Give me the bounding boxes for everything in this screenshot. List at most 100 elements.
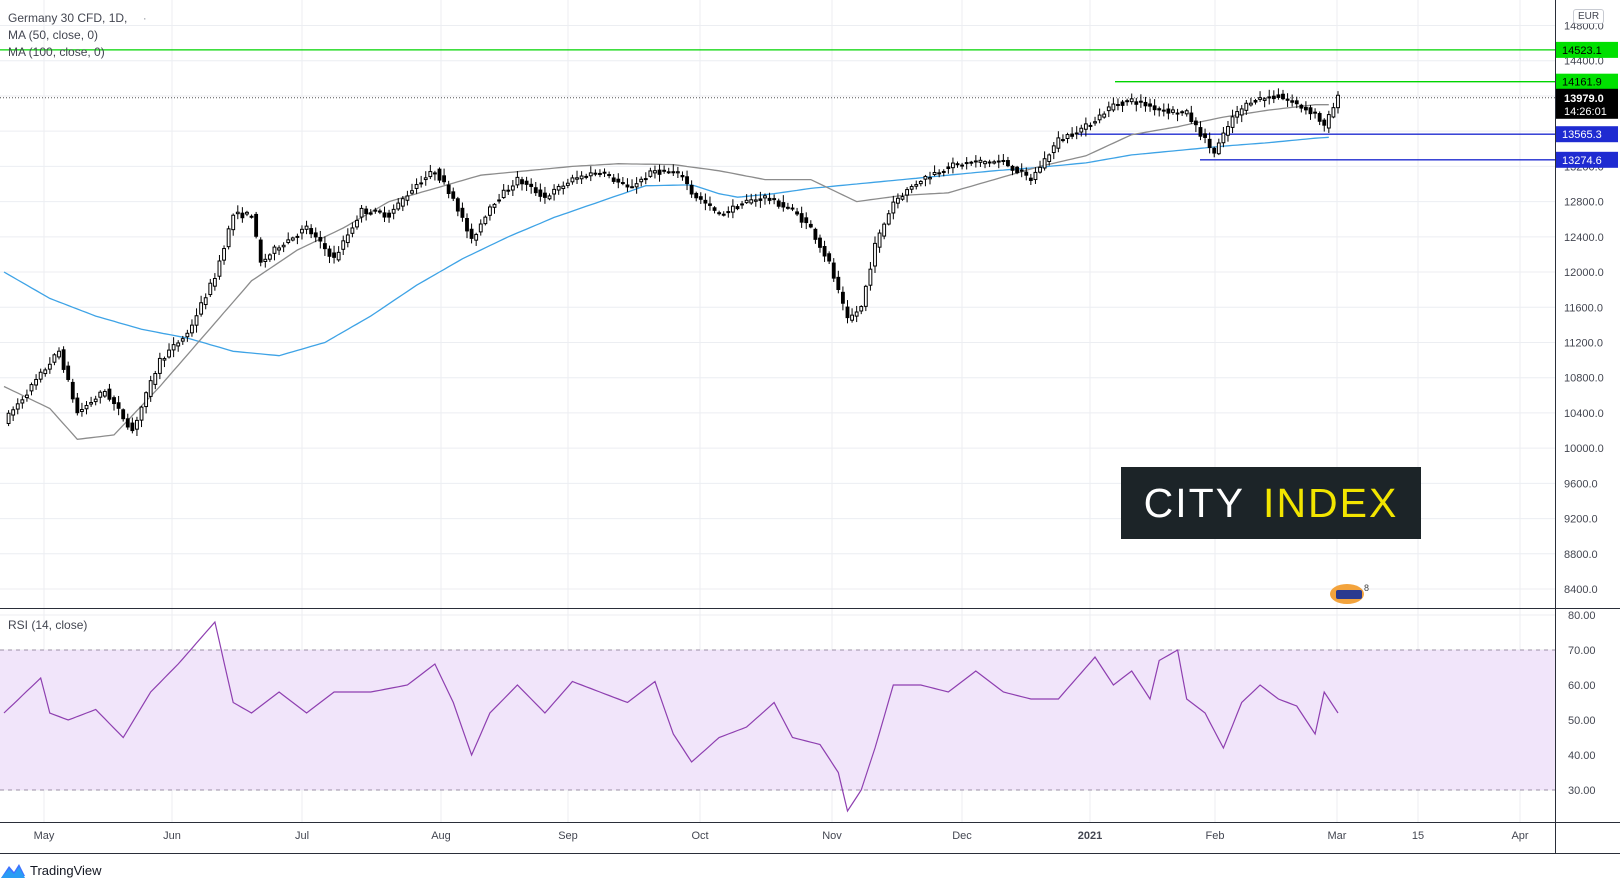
candle-body (767, 197, 772, 201)
candle-body (611, 177, 616, 182)
rsi-tick-label: 40.00 (1568, 750, 1596, 762)
candle-body (648, 170, 653, 177)
candle-body (1207, 138, 1212, 149)
price-tick-label: 12000.0 (1564, 267, 1604, 279)
candle-body (455, 198, 460, 212)
candle-body (675, 171, 680, 174)
candle-body (290, 237, 295, 241)
candle-body (579, 175, 584, 180)
candle-body (387, 212, 391, 218)
candle-body (497, 199, 502, 202)
candle-body (689, 184, 694, 195)
candle-body (877, 232, 882, 248)
candle-body (1308, 107, 1313, 115)
candle-body (863, 285, 868, 307)
tradingview-brand[interactable]: TradingView (0, 858, 102, 882)
candle-body (1028, 177, 1033, 181)
candle-body (1299, 104, 1304, 109)
candle-body (1074, 132, 1079, 135)
candle-body (1051, 145, 1056, 154)
rsi-legend[interactable]: RSI (14, close) (8, 618, 88, 632)
city-index-watermark: CITY INDEX (1121, 467, 1421, 539)
candle-body (1253, 99, 1258, 103)
candle-body (1093, 121, 1097, 124)
candlesticks (6, 88, 1340, 437)
candle-body (1088, 124, 1093, 127)
candle-body (38, 371, 43, 380)
candle-body (524, 180, 529, 185)
candle-body (533, 187, 538, 194)
candle-body (685, 176, 689, 185)
candle-body (341, 240, 346, 250)
candle-body (964, 162, 969, 165)
candle-body (1047, 154, 1052, 163)
candle-body (171, 344, 176, 351)
candle-body (414, 184, 419, 189)
symbol-title: Germany 30 CFD, 1D, (8, 11, 128, 25)
candle-body (1198, 127, 1203, 137)
candle-body (286, 239, 291, 243)
candle-body (442, 175, 447, 183)
candle-body (836, 276, 841, 291)
candle-body (1006, 160, 1010, 167)
candle-body (1303, 106, 1308, 111)
level-price-tag (1556, 73, 1618, 90)
level-price-label: 14161.9 (1562, 77, 1602, 89)
candle-body (639, 178, 644, 183)
candle-body (1129, 98, 1134, 103)
candle-body (258, 239, 263, 263)
candle-body (749, 199, 754, 204)
candle-body (520, 179, 524, 185)
candle-body (895, 197, 900, 204)
candle-body (758, 198, 763, 201)
candle-body (804, 217, 809, 224)
candle-body (607, 174, 612, 177)
level-price-label: 14523.1 (1562, 45, 1602, 57)
candle-body (66, 365, 71, 380)
candle-body (1015, 166, 1020, 174)
candle-body (616, 178, 621, 183)
candle-body (543, 192, 547, 198)
candle-body (1138, 100, 1143, 103)
candle-body (47, 363, 52, 370)
candle-body (781, 202, 786, 208)
ma50-legend[interactable]: MA (50, close, 0) (8, 28, 99, 42)
brand-name: TradingView (30, 862, 102, 878)
svg-text:8: 8 (1364, 583, 1369, 593)
level-price-label: 13565.3 (1562, 129, 1602, 141)
candle-body (446, 184, 451, 194)
candle-body (1001, 159, 1006, 162)
rsi-tick-label: 60.00 (1568, 680, 1596, 692)
candle-body (382, 212, 387, 218)
price-tick-label: 11200.0 (1564, 337, 1603, 349)
ma100-legend[interactable]: MA (100, close, 0) (8, 45, 105, 59)
candle-body (1111, 103, 1116, 111)
candle-body (882, 223, 887, 237)
candle-body (304, 225, 309, 230)
candle-body (1033, 171, 1038, 181)
candle-body (1216, 142, 1221, 155)
candle-body (1175, 112, 1180, 115)
candle-body (575, 177, 579, 180)
candle-body (460, 207, 465, 218)
candle-body (987, 161, 992, 164)
candle-body (437, 168, 442, 181)
candle-body (1226, 126, 1230, 136)
candle-body (790, 207, 795, 210)
legend-dots-icon[interactable]: · (142, 11, 147, 25)
candle-body (391, 208, 396, 214)
candle-body (400, 198, 405, 207)
candle-body (570, 177, 575, 183)
candle-body (712, 207, 717, 211)
candle-body (1042, 158, 1047, 169)
candle-body (1336, 94, 1340, 109)
time-tick-label: Mar (1328, 830, 1347, 842)
symbol-legend[interactable]: Germany 30 CFD, 1D, · (8, 11, 147, 25)
candle-body (432, 172, 437, 175)
candle-body (941, 170, 946, 173)
candle-body (772, 198, 777, 201)
candle-body (208, 282, 213, 296)
rsi-indicator (0, 620, 1555, 813)
currency-badge[interactable]: EUR (1573, 9, 1605, 24)
